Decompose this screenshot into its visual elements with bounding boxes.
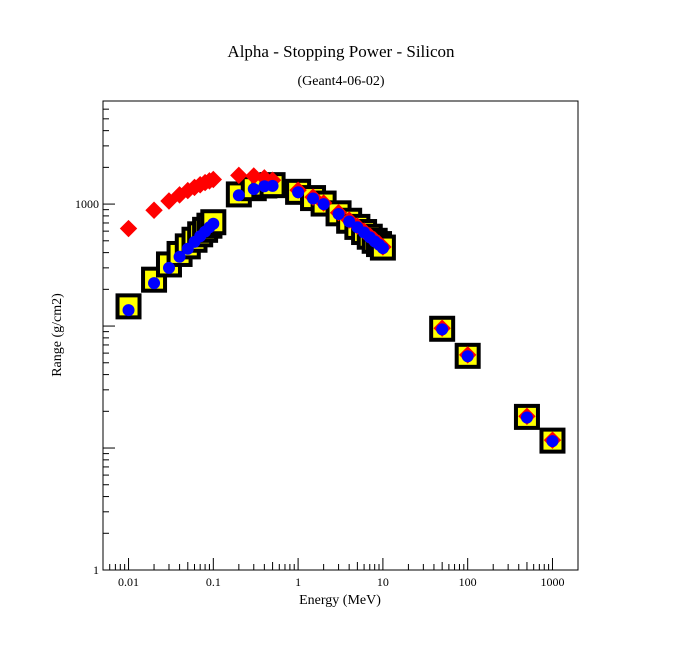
diamond-point <box>145 201 163 219</box>
x-tick-label: 0.01 <box>118 575 139 589</box>
circle-point <box>307 192 320 205</box>
x-tick-label: 100 <box>459 575 477 589</box>
diamond-point <box>204 170 223 189</box>
x-tick-label: 10 <box>377 575 389 589</box>
diamond-point <box>230 166 248 185</box>
circle-point <box>247 182 260 195</box>
circle-point <box>292 186 305 199</box>
circle-point <box>436 323 449 336</box>
circle-point <box>343 215 356 228</box>
circle-point <box>266 179 279 192</box>
diamond-point <box>160 192 178 210</box>
circle-point <box>520 411 533 424</box>
y-axis-label: Range (g/cm2) <box>50 293 65 377</box>
data-marks <box>115 166 566 454</box>
circle-point <box>461 350 474 363</box>
circle-point <box>207 217 220 230</box>
circle-point <box>173 250 186 263</box>
x-tick-label: 1 <box>295 575 301 589</box>
y-tick-label: 1000 <box>75 197 99 211</box>
diamond-point <box>119 219 138 238</box>
axes-ticks: 0.01 0.1 1 10 100 1000 1 1000 <box>75 100 579 589</box>
circle-point <box>546 435 559 448</box>
x-tick-label: 0.1 <box>206 575 221 589</box>
circle-point <box>232 189 245 202</box>
circle-point <box>317 198 330 211</box>
x-axis-label: Energy (MeV) <box>299 593 381 608</box>
series-circle <box>122 179 559 448</box>
circle-point <box>122 304 135 317</box>
circle-point <box>376 242 389 255</box>
circle-point <box>148 277 161 290</box>
chart-subtitle: (Geant4-06-02) <box>297 74 384 89</box>
circle-point <box>162 261 175 274</box>
x-tick-label: 1000 <box>540 575 564 589</box>
y-tick-label: 1 <box>93 563 99 577</box>
chart-title: Alpha - Stopping Power - Silicon <box>227 42 455 61</box>
circle-point <box>332 207 345 220</box>
plot-area <box>102 100 579 571</box>
